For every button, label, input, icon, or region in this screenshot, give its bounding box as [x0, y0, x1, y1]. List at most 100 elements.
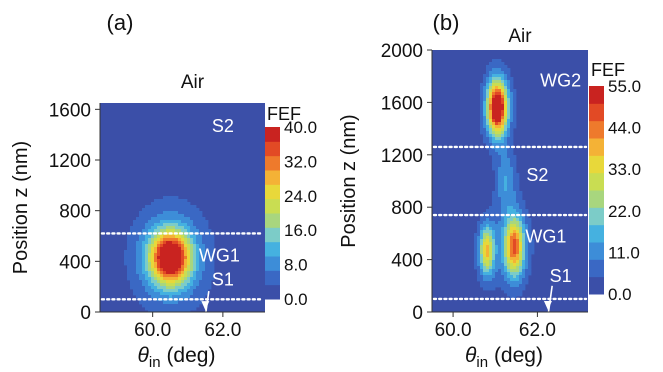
heatmap-cell — [504, 242, 508, 246]
colorbar-segment — [265, 141, 280, 157]
y-tick-label: 1600 — [49, 100, 91, 121]
heatmap-cell — [483, 284, 487, 288]
heatmap-cell — [498, 74, 502, 78]
heatmap-cell — [495, 137, 499, 141]
heatmap-cell — [160, 253, 164, 257]
heatmap-cell — [208, 241, 212, 245]
heatmap-cell — [169, 238, 173, 242]
heatmap-cell — [492, 224, 496, 228]
heatmap-cell — [142, 244, 146, 248]
heatmap-cell — [477, 254, 481, 258]
heatmap-cell — [504, 179, 508, 183]
heatmap-cell — [525, 275, 529, 279]
heatmap-cell — [196, 262, 200, 266]
heatmap-cell — [522, 245, 526, 249]
heatmap-cell — [187, 301, 191, 305]
heatmap-cell — [507, 248, 511, 252]
heatmap-cell — [504, 125, 508, 129]
region-label-wg2: WG2 — [540, 71, 581, 91]
heatmap-cell — [208, 265, 212, 269]
heatmap-cell — [169, 208, 173, 212]
heatmap-cell — [486, 71, 490, 75]
heatmap-cell — [184, 205, 188, 209]
heatmap-cell — [172, 262, 176, 266]
heatmap-cell — [196, 238, 200, 242]
heatmap-cell — [205, 238, 209, 242]
heatmap-cell — [483, 122, 487, 126]
heatmap-cell — [190, 283, 194, 287]
heatmap-cell — [504, 92, 508, 96]
x-tick-label: 62.0 — [519, 320, 556, 341]
heatmap-cell — [193, 241, 197, 245]
heatmap-cell — [501, 128, 505, 132]
heatmap-cell — [516, 218, 520, 222]
heatmap-cell — [211, 241, 215, 245]
heatmap-cell — [501, 209, 505, 213]
heatmap-cell — [172, 310, 176, 312]
heatmap-cell — [199, 217, 203, 221]
heatmap-cell — [489, 116, 493, 120]
heatmap-cell — [513, 248, 517, 252]
heatmap-cell — [480, 266, 484, 270]
heatmap-cell — [474, 248, 478, 252]
heatmap-cell — [483, 224, 487, 228]
heatmap-cell — [501, 236, 505, 240]
heatmap-cell — [145, 220, 149, 224]
heatmap-cell — [133, 274, 137, 278]
heatmap-cell — [486, 74, 490, 78]
y-tick-label: 1200 — [49, 151, 91, 172]
heatmap-cell — [495, 101, 499, 105]
heatmap-cell — [178, 265, 182, 269]
heatmap-cell — [187, 289, 191, 293]
heatmap-cell — [519, 266, 523, 270]
heatmap-cell — [145, 286, 149, 290]
heatmap-cell — [175, 217, 179, 221]
heatmap-cell — [148, 280, 152, 284]
heatmap-cell — [498, 143, 502, 147]
heatmap-cell — [193, 283, 197, 287]
heatmap-cell — [157, 205, 161, 209]
heatmap-cell — [124, 253, 128, 257]
heatmap-cell — [513, 209, 517, 213]
heatmap-cell — [154, 208, 158, 212]
heatmap-cell — [513, 251, 517, 255]
heatmap-cell — [495, 74, 499, 78]
heatmap-cell — [181, 235, 185, 239]
heatmap-cell — [133, 244, 137, 248]
heatmap-cell — [163, 259, 167, 263]
heatmap-cell — [492, 194, 496, 198]
heatmap-cell — [166, 241, 170, 245]
heatmap-cell — [495, 209, 499, 213]
heatmap-cell — [187, 226, 191, 230]
heatmap-cell — [199, 256, 203, 260]
heatmap-cell — [492, 275, 496, 279]
heatmap-cell — [501, 143, 505, 147]
heatmap-cell — [501, 215, 505, 219]
heatmap-cell — [498, 269, 502, 273]
heatmap-cell — [498, 101, 502, 105]
heatmap-cell — [528, 266, 532, 270]
heatmap-cell — [154, 307, 158, 311]
heatmap-cell — [178, 256, 182, 260]
heatmap-cell — [130, 268, 134, 272]
heatmap-cell — [516, 206, 520, 210]
heatmap-cell — [477, 224, 481, 228]
heatmap-cell — [154, 226, 158, 230]
heatmap-cell — [498, 203, 502, 207]
heatmap-cell — [190, 292, 194, 296]
heatmap-cell — [495, 143, 499, 147]
heatmap-cell — [172, 235, 176, 239]
heatmap-cell — [178, 250, 182, 254]
heatmap-cell — [181, 211, 185, 215]
heatmap-cell — [480, 86, 484, 90]
heatmap-cell — [480, 242, 484, 246]
heatmap-cell — [160, 223, 164, 227]
heatmap-cell — [528, 233, 532, 237]
heatmap-cell — [133, 289, 137, 293]
heatmap-cell — [196, 250, 200, 254]
heatmap-cell — [501, 65, 505, 69]
heatmap-cell — [172, 229, 176, 233]
heatmap-cell — [522, 281, 526, 285]
heatmap-cell — [163, 205, 167, 209]
heatmap-cell — [501, 113, 505, 117]
